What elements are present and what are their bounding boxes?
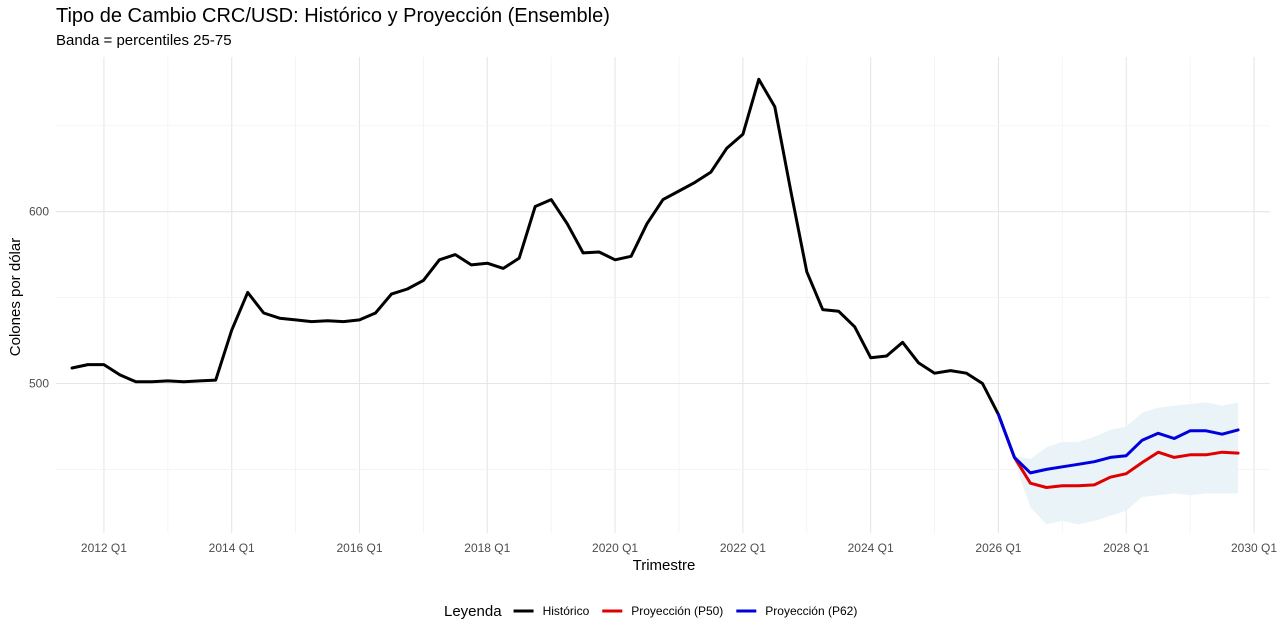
legend-label-0: Histórico	[543, 604, 590, 618]
x-tick-label: 2026 Q1	[975, 541, 1021, 555]
series-line-1	[1012, 450, 1240, 489]
legend-label-1: Proyección (P50)	[631, 604, 723, 618]
x-tick-label: 2024 Q1	[848, 541, 894, 555]
x-tick-label: 2016 Q1	[336, 541, 382, 555]
series-layer	[70, 77, 1240, 489]
x-axis-ticks: 2012 Q1 2014 Q1 2016 Q1 2018 Q1 2020 Q1 2022 …	[81, 541, 1277, 555]
x-tick-label: 2022 Q1	[720, 541, 766, 555]
x-tick-label: 2028 Q1	[1103, 541, 1149, 555]
chart-title: Tipo de Cambio CRC/USD: Histórico y Proy…	[56, 5, 610, 27]
y-axis-title: Colones por dólar	[7, 238, 24, 356]
x-tick-label: 2030 Q1	[1231, 541, 1277, 555]
series-line-2	[996, 412, 1240, 475]
series-line-0	[70, 77, 1016, 459]
legend: Leyenda Histórico Proyección (P50) Proyecci…	[444, 603, 857, 620]
chart-subtitle: Banda = percentiles 25-75	[56, 32, 232, 49]
legend-title: Leyenda	[444, 603, 502, 620]
x-tick-label: 2020 Q1	[592, 541, 638, 555]
y-axis-ticks: 500 600	[29, 205, 49, 391]
x-tick-label: 2014 Q1	[209, 541, 255, 555]
band-layer	[1014, 402, 1239, 525]
y-tick-label: 600	[29, 205, 49, 219]
legend-label-2: Proyección (P62)	[765, 604, 857, 618]
y-tick-label: 500	[29, 376, 49, 390]
percentile-band	[1014, 402, 1239, 525]
x-tick-label: 2018 Q1	[464, 541, 510, 555]
x-tick-label: 2012 Q1	[81, 541, 127, 555]
x-axis-title: Trimestre	[633, 557, 696, 574]
